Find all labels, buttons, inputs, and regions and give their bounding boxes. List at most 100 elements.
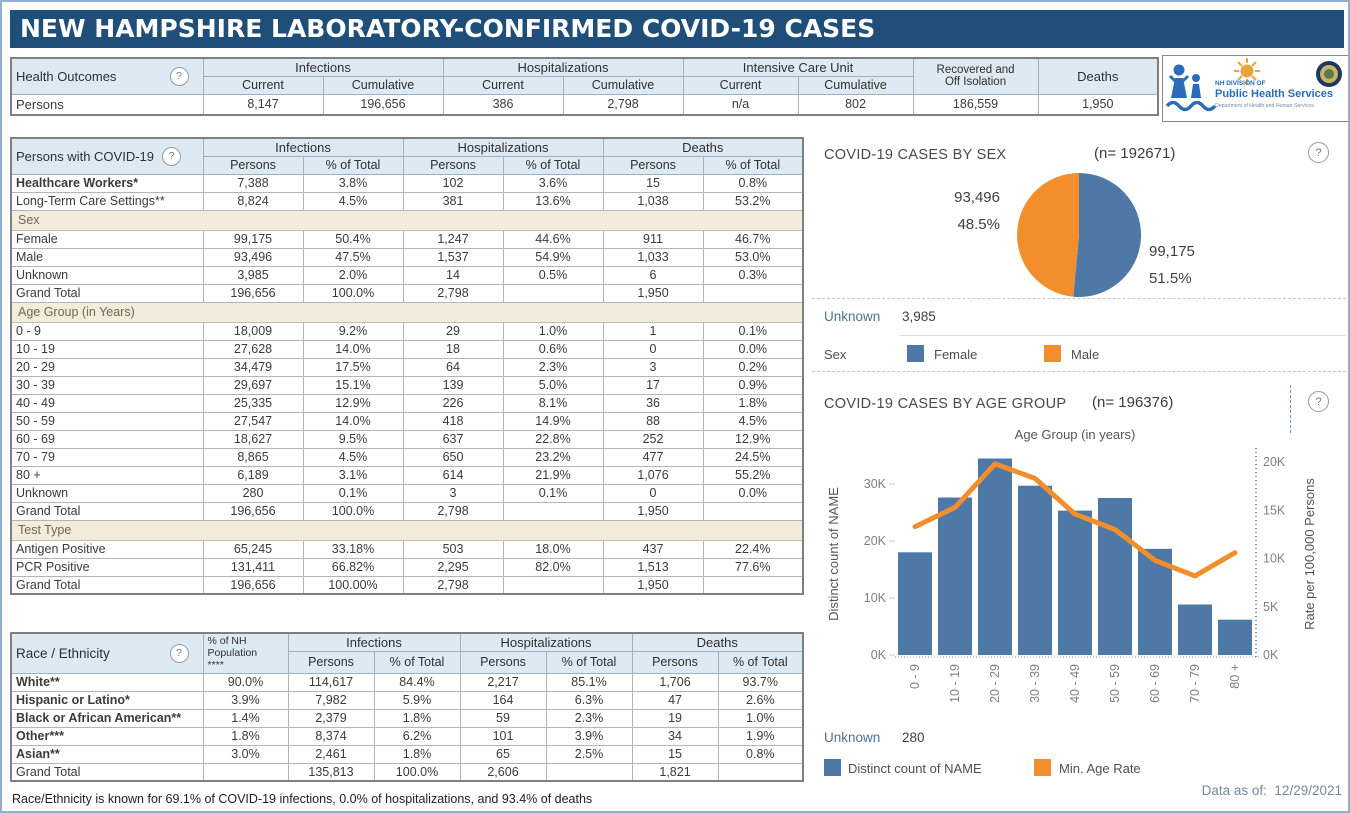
table-cell: 3 — [602, 357, 704, 377]
column-subheader: Cumulative — [797, 75, 914, 95]
table-cell: 17.5% — [302, 357, 404, 377]
row-label: Black or African American** — [10, 708, 204, 728]
row-label: Other*** — [10, 726, 204, 746]
table-cell: 7,982 — [287, 690, 375, 710]
population-header-line: Population — [207, 647, 258, 660]
bar-80+[interactable] — [1218, 619, 1252, 655]
table-cell: 18 — [402, 339, 504, 359]
table-cell: 2,461 — [287, 744, 375, 764]
population-header-line: **** — [207, 659, 224, 672]
table-row: 0 - 9 18,009 9.2% 29 1.0% 1 0.1% — [10, 321, 804, 341]
bar-50-59[interactable] — [1098, 498, 1132, 655]
row-label: PCR Positive — [10, 557, 204, 577]
table-cell: 0.5% — [502, 265, 604, 285]
help-icon[interactable]: ? — [162, 146, 181, 166]
table-cell: 226 — [402, 393, 504, 413]
table-cell: 1 — [602, 321, 704, 341]
table-cell: 6,189 — [202, 465, 304, 485]
bar-30-39[interactable] — [1018, 485, 1052, 655]
sex-pie-chart[interactable] — [1002, 168, 1162, 300]
table-cell: 131,411 — [202, 557, 304, 577]
table-cell: 0.8% — [702, 173, 804, 193]
help-icon[interactable]: ? — [169, 66, 189, 86]
legend-swatch-male[interactable] — [1044, 345, 1061, 362]
health-outcomes-header-text: Health Outcomes — [16, 68, 117, 84]
table-cell: 614 — [402, 465, 504, 485]
pie-slice-female[interactable] — [1073, 172, 1142, 297]
table-cell: 12.9% — [302, 393, 404, 413]
logo-dept: Department of Health and Human Services — [1215, 103, 1314, 109]
table-cell: 3.9% — [545, 726, 633, 746]
column-subheader: Persons — [287, 650, 375, 674]
legend-label-rate[interactable]: Min. Age Rate — [1059, 761, 1141, 776]
table-cell: 0.8% — [717, 744, 804, 764]
table-row: Healthcare Workers* 7,388 3.8% 102 3.6% 15 0.8… — [10, 173, 804, 193]
table-row: 70 - 79 8,865 4.5% 650 23.2% 477 24.5% — [10, 447, 804, 467]
legend-label-count[interactable]: Distinct count of NAME — [848, 761, 982, 776]
row-label: Grand Total — [10, 575, 204, 595]
population-header: % of NH Population **** — [202, 632, 289, 674]
table-cell: 4.5% — [302, 191, 404, 211]
help-icon[interactable]: ? — [1308, 391, 1329, 412]
table-cell: 1.8% — [202, 726, 289, 746]
header-row: Health Outcomes? Infections Hospitalizatio… — [10, 57, 1159, 95]
table-cell: 2.3% — [502, 357, 604, 377]
table-cell: 186,559 — [912, 93, 1039, 116]
table-cell: 3.8% — [302, 173, 404, 193]
health-outcomes-header-label: Health Outcomes? — [16, 66, 199, 86]
table-cell: 14.0% — [302, 339, 404, 359]
agency-logo: NH DIVISION OF Public Health Services De… — [1162, 55, 1348, 122]
table-cell: 8,147 — [202, 93, 324, 116]
left-axis-title: Distinct count of NAME — [826, 487, 841, 621]
legend-swatch-female[interactable] — [907, 345, 924, 362]
table-cell: 1,950 — [1037, 93, 1159, 116]
bar-40-49[interactable] — [1058, 510, 1092, 655]
help-icon[interactable]: ? — [169, 643, 189, 663]
table-cell: 4.5% — [302, 447, 404, 467]
legend-label-female[interactable]: Female — [934, 347, 978, 362]
help-icon[interactable]: ? — [1308, 142, 1329, 163]
bar-70-79[interactable] — [1178, 604, 1212, 656]
age-group-chart[interactable]: Age Group (in years) 0K 10K 20K 30K 0K 5K 10K 15… — [822, 420, 1350, 740]
race-ethnicity-header-text: Race / Ethnicity — [16, 645, 110, 661]
health-outcomes-table: Health Outcomes? Infections Hospitalizatio… — [10, 57, 1160, 116]
column-group-header: Infections — [202, 137, 404, 157]
table-cell — [545, 762, 633, 782]
table-cell: 54.9% — [502, 247, 604, 267]
pie-label-male: 93,496 48.5% — [954, 189, 1000, 233]
table-row: Grand Total 196,656 100.0% 2,798 1,950 — [10, 283, 804, 303]
row-label: Hispanic or Latino* — [10, 690, 204, 710]
pie-slice-male[interactable] — [1017, 173, 1079, 297]
bar-0-9[interactable] — [898, 552, 932, 655]
table-cell — [717, 762, 804, 782]
table-cell: 1,513 — [602, 557, 704, 577]
table-cell: 7,388 — [202, 173, 304, 193]
sun-icon — [1234, 58, 1260, 84]
table-cell: 15 — [602, 173, 704, 193]
table-cell: 1,537 — [402, 247, 504, 267]
table-cell: 50.4% — [302, 229, 404, 249]
table-row: White** 90.0% 114,617 84.4% 2,217 85.1% 1,706 9… — [10, 672, 804, 692]
logo-graphic: NH DIVISION OF Public Health Services De… — [1165, 58, 1342, 112]
table-cell: 196,656 — [322, 93, 444, 116]
race-ethnicity-header: Race / Ethnicity? — [10, 632, 204, 674]
column-subheader: Persons — [602, 155, 704, 175]
legend-swatch-count[interactable] — [824, 759, 841, 776]
legend-swatch-rate[interactable] — [1034, 759, 1051, 776]
rate-line[interactable] — [912, 461, 1238, 579]
table-cell: 34 — [631, 726, 719, 746]
bar-20-29[interactable] — [978, 458, 1012, 656]
table-cell: 90.0% — [202, 672, 289, 692]
bar-10-19[interactable] — [938, 497, 972, 656]
table-cell: 19 — [631, 708, 719, 728]
row-label: Long-Term Care Settings** — [10, 191, 204, 211]
race-ethnicity-header-label: Race / Ethnicity? — [16, 643, 199, 663]
table-cell: 27,547 — [202, 411, 304, 431]
table-cell: 8,865 — [202, 447, 304, 467]
table-cell: n/a — [682, 93, 799, 116]
table-cell: 1.0% — [717, 708, 804, 728]
table-cell: 99,175 — [202, 229, 304, 249]
table-cell: 6.2% — [373, 726, 461, 746]
table-cell: 3.9% — [202, 690, 289, 710]
legend-label-male[interactable]: Male — [1071, 347, 1100, 362]
